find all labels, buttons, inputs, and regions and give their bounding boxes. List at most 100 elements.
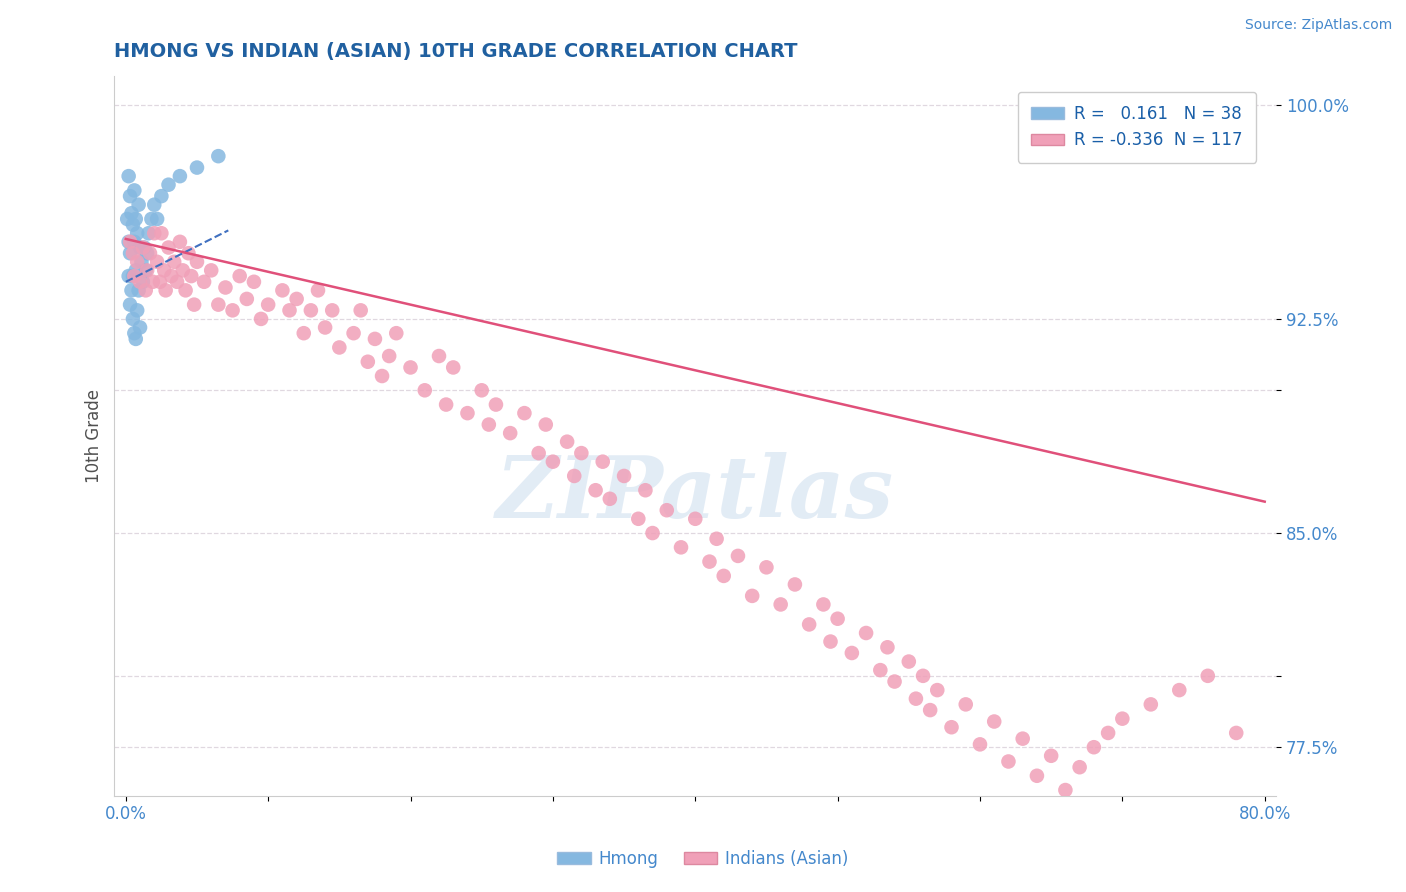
Point	[307, 284, 329, 298]
Point	[149, 275, 172, 289]
Point	[120, 235, 142, 249]
Point	[221, 303, 243, 318]
Point	[1026, 769, 1049, 783]
Point	[125, 332, 148, 346]
Point	[769, 598, 792, 612]
Point	[122, 312, 145, 326]
Point	[299, 303, 322, 318]
Point	[150, 189, 173, 203]
Point	[321, 303, 343, 318]
Point	[1225, 726, 1247, 740]
Point	[434, 398, 457, 412]
Point	[378, 349, 401, 363]
Point	[172, 263, 194, 277]
Point	[128, 284, 150, 298]
Point	[997, 755, 1019, 769]
Point	[183, 298, 205, 312]
Point	[136, 246, 159, 260]
Point	[122, 246, 145, 260]
Point	[797, 617, 820, 632]
Point	[755, 560, 778, 574]
Point	[207, 298, 229, 312]
Point	[485, 398, 508, 412]
Point	[534, 417, 557, 432]
Point	[243, 275, 266, 289]
Text: Source: ZipAtlas.com: Source: ZipAtlas.com	[1244, 18, 1392, 32]
Point	[1197, 669, 1219, 683]
Point	[142, 275, 165, 289]
Point	[1069, 760, 1091, 774]
Point	[513, 406, 536, 420]
Point	[136, 263, 159, 277]
Point	[117, 269, 139, 284]
Point	[897, 655, 920, 669]
Point	[160, 269, 183, 284]
Point	[135, 284, 157, 298]
Point	[129, 240, 152, 254]
Point	[115, 211, 138, 226]
Point	[117, 235, 139, 249]
Point	[955, 698, 977, 712]
Point	[292, 326, 315, 341]
Point	[129, 275, 152, 289]
Point	[129, 320, 152, 334]
Point	[983, 714, 1005, 729]
Point	[911, 669, 934, 683]
Point	[562, 469, 585, 483]
Y-axis label: 10th Grade: 10th Grade	[86, 389, 103, 483]
Point	[364, 332, 387, 346]
Point	[413, 384, 436, 398]
Point	[131, 255, 153, 269]
Point	[456, 406, 478, 420]
Point	[841, 646, 863, 660]
Point	[125, 211, 148, 226]
Point	[271, 284, 294, 298]
Point	[135, 263, 157, 277]
Point	[177, 246, 200, 260]
Point	[385, 326, 408, 341]
Text: ZIPatlas: ZIPatlas	[496, 451, 894, 535]
Point	[278, 303, 301, 318]
Point	[124, 235, 146, 249]
Point	[146, 255, 169, 269]
Point	[499, 426, 522, 441]
Point	[285, 292, 308, 306]
Point	[163, 255, 186, 269]
Point	[655, 503, 678, 517]
Point	[128, 197, 150, 211]
Point	[920, 703, 942, 717]
Point	[328, 341, 350, 355]
Point	[541, 455, 564, 469]
Point	[599, 491, 621, 506]
Point	[827, 612, 849, 626]
Point	[155, 284, 177, 298]
Point	[174, 284, 197, 298]
Point	[153, 263, 176, 277]
Point	[143, 226, 166, 240]
Point	[585, 483, 607, 498]
Point	[941, 720, 963, 734]
Point	[357, 355, 380, 369]
Point	[927, 683, 949, 698]
Point	[371, 369, 394, 384]
Point	[121, 206, 143, 220]
Point	[669, 541, 692, 555]
Point	[132, 275, 155, 289]
Point	[741, 589, 763, 603]
Point	[1083, 740, 1105, 755]
Point	[441, 360, 464, 375]
Text: HMONG VS INDIAN (ASIAN) 10TH GRADE CORRELATION CHART: HMONG VS INDIAN (ASIAN) 10TH GRADE CORRE…	[114, 42, 799, 61]
Point	[127, 226, 149, 240]
Point	[820, 634, 842, 648]
Point	[143, 197, 166, 211]
Point	[139, 246, 162, 260]
Point	[157, 240, 180, 254]
Point	[250, 312, 273, 326]
Point	[699, 555, 721, 569]
Point	[627, 512, 650, 526]
Point	[855, 626, 877, 640]
Point	[117, 169, 139, 183]
Point	[166, 275, 188, 289]
Point	[883, 674, 905, 689]
Point	[783, 577, 806, 591]
